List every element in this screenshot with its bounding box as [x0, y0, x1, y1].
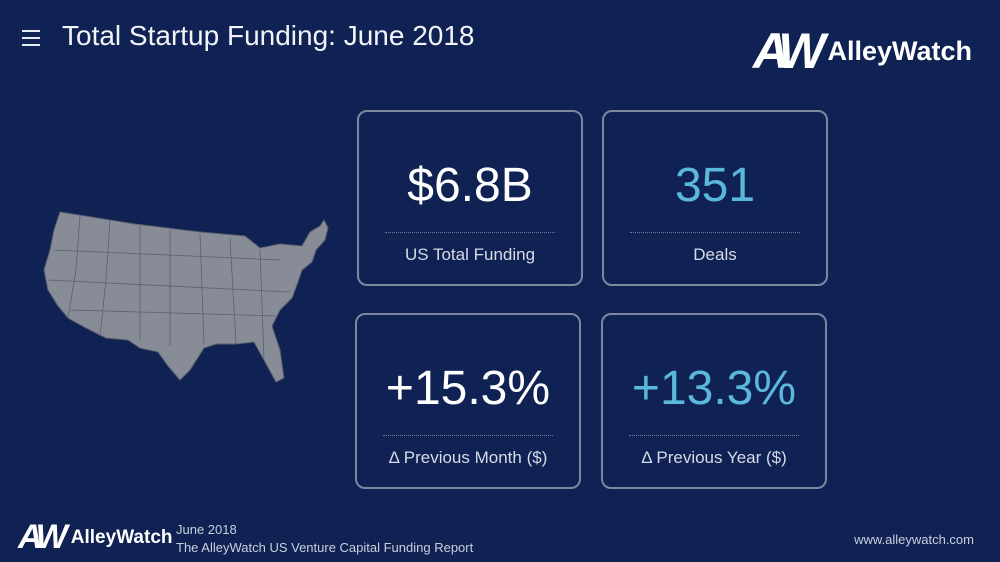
card-label: Δ Previous Month ($) [388, 448, 548, 467]
footer-logo: AW AlleyWatch [18, 518, 173, 557]
menu-icon[interactable] [22, 30, 40, 51]
card: +13.3% Δ Previous Year ($) [601, 313, 827, 489]
card-value: +13.3% [631, 362, 797, 415]
logo-mark: AW [18, 518, 68, 556]
divider [629, 435, 799, 436]
card-value: +15.3% [385, 362, 551, 415]
card-value: 351 [674, 159, 756, 212]
card-value: $6.8B [407, 159, 533, 212]
card: $6.8B US Total Funding [357, 110, 583, 286]
logo-name: AlleyWatch [70, 526, 173, 548]
logo-name: AlleyWatch [827, 35, 972, 66]
card: +15.3% Δ Previous Month ($) [355, 313, 581, 489]
logo-mark: AW [752, 23, 825, 79]
footer-url[interactable]: www.alleywatch.com [854, 532, 974, 547]
card-label: US Total Funding [404, 245, 536, 264]
divider [383, 435, 553, 436]
card: 351 Deals [602, 110, 828, 286]
us-map [43, 211, 329, 383]
divider [630, 232, 800, 233]
footer-report: The AlleyWatch US Venture Capital Fundin… [176, 540, 474, 555]
title: Total Startup Funding: June 2018 [62, 20, 475, 51]
footer-date: June 2018 [176, 522, 237, 537]
divider [385, 232, 555, 233]
card-label: Deals [693, 245, 737, 264]
logo: AW AlleyWatch [753, 22, 972, 80]
card-label: Δ Previous Year ($) [641, 448, 787, 467]
